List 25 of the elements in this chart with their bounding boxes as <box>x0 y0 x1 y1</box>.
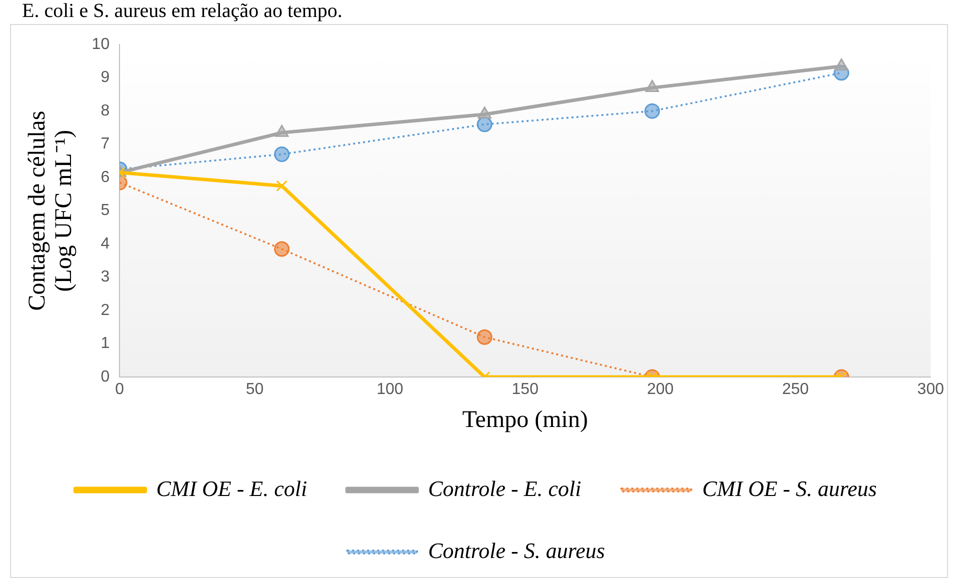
x-tick-label: 150 <box>512 381 539 398</box>
y-tick-label: 9 <box>100 69 110 86</box>
y-axis-title: Contagem de células (Log UFC mL⁻¹) <box>24 110 77 311</box>
y-tick-label: 7 <box>100 136 110 153</box>
y-tick-label: 0 <box>100 368 110 386</box>
text: E. coli e S. aureus em relação ao tempo. <box>22 0 342 23</box>
x-tick-label: 100 <box>376 381 404 398</box>
legend-label: CMI OE - E. coli <box>156 476 308 501</box>
x-tick-label: 250 <box>782 381 809 398</box>
y-tick-label: 3 <box>100 268 110 286</box>
x-tick-label: 300 <box>917 381 944 398</box>
y-tick-label: 2 <box>100 302 110 319</box>
y-tick-label: 1 <box>100 335 110 352</box>
legend-label: CMI OE - S. aureus <box>702 476 877 501</box>
y-tick-label: 6 <box>100 168 110 186</box>
y-tick-label: 8 <box>100 102 110 120</box>
x-tick-label: 200 <box>646 381 674 398</box>
y-tick-label: 4 <box>100 235 110 252</box>
y-tick-label: 5 <box>100 202 110 220</box>
legend-label: Controle - E. coli <box>428 476 582 501</box>
x-tick-label: 50 <box>246 381 264 398</box>
legend-label: Controle - S. aureus <box>428 538 605 563</box>
y-tick-label: 10 <box>92 36 110 54</box>
x-tick-label: 0 <box>115 381 124 398</box>
x-axis-title: Tempo (min) <box>462 406 588 433</box>
